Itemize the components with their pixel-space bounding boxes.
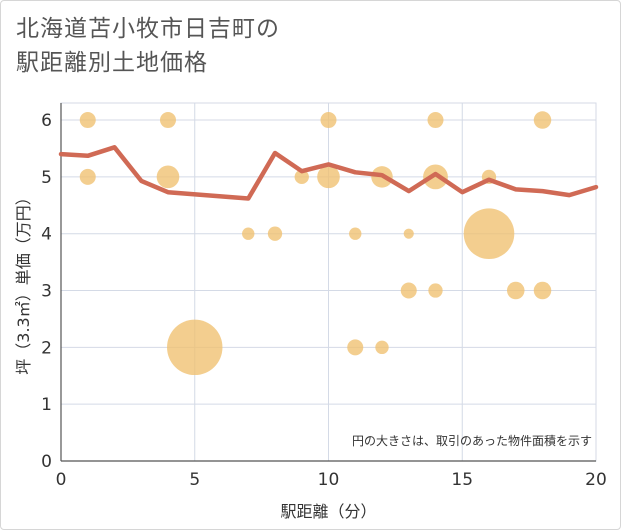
average-price-line	[58, 145, 599, 201]
x-tick-label: 15	[451, 470, 473, 490]
data-bubble	[160, 112, 176, 129]
y-tick-label: 5	[41, 168, 52, 188]
data-bubble	[79, 112, 96, 129]
data-bubble	[428, 283, 443, 298]
x-tick-label: 20	[585, 470, 607, 490]
data-bubble	[427, 112, 444, 129]
data-bubble	[349, 227, 362, 240]
data-bubble	[423, 164, 448, 190]
x-tick-label: 0	[56, 470, 67, 490]
data-bubble	[267, 226, 283, 241]
y-tick-label: 6	[41, 111, 52, 131]
data-bubble	[400, 282, 417, 299]
chart-title: 北海道苫小牧市日吉町の 駅距離別土地価格	[16, 12, 280, 80]
y-axis-label: 坪（3.3㎡）単価（万円）	[14, 189, 33, 374]
data-bubble	[347, 339, 364, 356]
size-annotation: 円の大きさは、取引のあった物件面積を示す	[352, 433, 592, 448]
x-axis-label: 駅距離（分）	[280, 502, 376, 521]
x-tick-label: 10	[318, 470, 340, 490]
data-bubble	[506, 281, 525, 300]
data-bubble	[533, 111, 552, 129]
data-bubble	[79, 168, 96, 185]
y-tick-label: 2	[41, 338, 52, 358]
y-tick-label: 1	[41, 395, 52, 415]
y-tick-label: 3	[41, 282, 52, 302]
data-bubble	[317, 165, 340, 189]
y-tick-label: 0	[41, 452, 52, 472]
y-tick-label: 4	[41, 225, 52, 245]
data-bubble	[463, 208, 515, 259]
data-bubble	[320, 112, 337, 129]
chart-title-line-2: 駅距離別土地価格	[16, 50, 208, 76]
x-tick-label: 5	[189, 470, 200, 490]
data-bubble	[533, 281, 552, 300]
data-bubble	[403, 228, 414, 239]
data-bubble	[242, 227, 255, 240]
data-bubble	[156, 165, 180, 189]
chart-title-line-1: 北海道苫小牧市日吉町の	[16, 16, 280, 42]
data-bubble	[375, 340, 389, 355]
data-bubble	[167, 319, 223, 376]
data-bubble	[294, 169, 309, 185]
